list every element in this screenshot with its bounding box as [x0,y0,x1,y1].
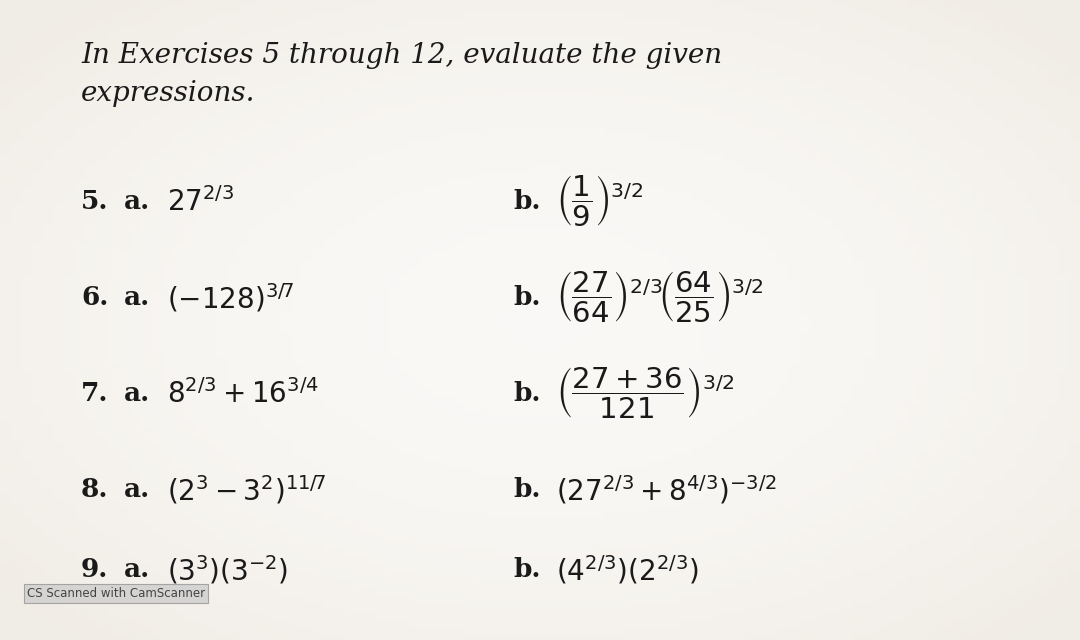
Text: CS Scanned with CamScanner: CS Scanned with CamScanner [27,588,205,600]
Text: b.: b. [513,285,540,310]
Text: 9.: 9. [81,557,108,582]
Text: $8^{2/3}+16^{3/4}$: $8^{2/3}+16^{3/4}$ [167,379,320,408]
Text: b.: b. [513,189,540,214]
Text: $(27^{2/3}+8^{4/3})^{-3/2}$: $(27^{2/3}+8^{4/3})^{-3/2}$ [556,473,777,506]
Text: $\left(\dfrac{27+36}{121}\right)^{3/2}$: $\left(\dfrac{27+36}{121}\right)^{3/2}$ [556,366,734,421]
Text: $(4^{2/3})(2^{2/3})$: $(4^{2/3})(2^{2/3})$ [556,553,699,586]
Text: 6.: 6. [81,285,108,310]
Text: expressions.: expressions. [81,80,256,107]
Text: a.: a. [124,189,150,214]
Text: a.: a. [124,285,150,310]
Text: $(2^3-3^2)^{11/7}$: $(2^3-3^2)^{11/7}$ [167,473,327,506]
Text: 5.: 5. [81,189,108,214]
Text: b.: b. [513,477,540,502]
Text: b.: b. [513,381,540,406]
Text: a.: a. [124,381,150,406]
Text: $27^{2/3}$: $27^{2/3}$ [167,187,234,216]
Text: $\left(\dfrac{27}{64}\right)^{2/3}\!\left(\dfrac{64}{25}\right)^{3/2}$: $\left(\dfrac{27}{64}\right)^{2/3}\!\lef… [556,270,764,325]
Text: $\left(\dfrac{1}{9}\right)^{3/2}$: $\left(\dfrac{1}{9}\right)^{3/2}$ [556,174,643,229]
Text: $(3^3)(3^{-2})$: $(3^3)(3^{-2})$ [167,553,288,586]
Text: a.: a. [124,477,150,502]
Text: 8.: 8. [81,477,108,502]
Text: b.: b. [513,557,540,582]
Text: In Exercises 5 through 12, evaluate the given: In Exercises 5 through 12, evaluate the … [81,42,723,68]
Text: $(-128)^{3/7}$: $(-128)^{3/7}$ [167,281,295,314]
Text: 7.: 7. [81,381,108,406]
Text: a.: a. [124,557,150,582]
